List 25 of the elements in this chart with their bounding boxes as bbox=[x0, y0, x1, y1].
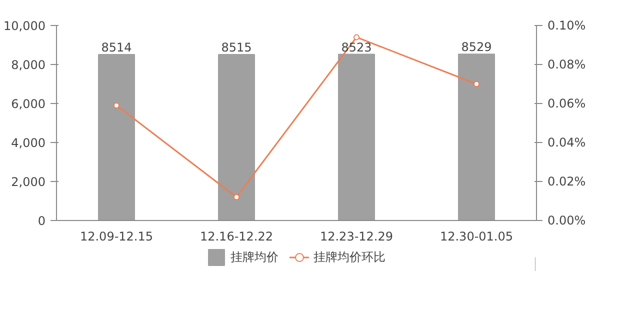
y-tick-label: 6,000 bbox=[11, 97, 46, 111]
y2-tick-label: 0.00% bbox=[548, 214, 586, 228]
point bbox=[474, 81, 480, 87]
point bbox=[354, 34, 360, 40]
y-tick-label: 0 bbox=[38, 214, 46, 228]
legend-label: 挂牌均价环比 bbox=[314, 248, 386, 266]
y-tick-label: 8,000 bbox=[11, 58, 46, 72]
data-label: 8529 bbox=[461, 40, 492, 54]
point bbox=[114, 102, 120, 108]
data-label: 8514 bbox=[101, 40, 132, 54]
x-tick-label: 12.16-12.22 bbox=[200, 230, 274, 244]
y2-tick-label: 0.10% bbox=[548, 18, 586, 32]
x-tick-label: 12.30-01.05 bbox=[440, 230, 514, 244]
x-tick-label: 12.09-12.15 bbox=[80, 230, 154, 244]
legend-label: 挂牌均价 bbox=[230, 248, 278, 266]
data-label: 8515 bbox=[221, 40, 252, 54]
y2-tick-label: 0.06% bbox=[548, 96, 586, 110]
y2-tick-label: 0.02% bbox=[548, 174, 586, 188]
x-tick-label: 12.23-12.29 bbox=[320, 230, 394, 244]
y-tick-label: 10,000 bbox=[4, 19, 46, 33]
y2-tick-label: 0.04% bbox=[548, 136, 586, 150]
point bbox=[234, 194, 240, 200]
y2-tick-label: 0.08% bbox=[548, 58, 586, 72]
y-tick-label: 4,000 bbox=[11, 136, 46, 150]
y-tick-label: 2,000 bbox=[11, 175, 46, 189]
